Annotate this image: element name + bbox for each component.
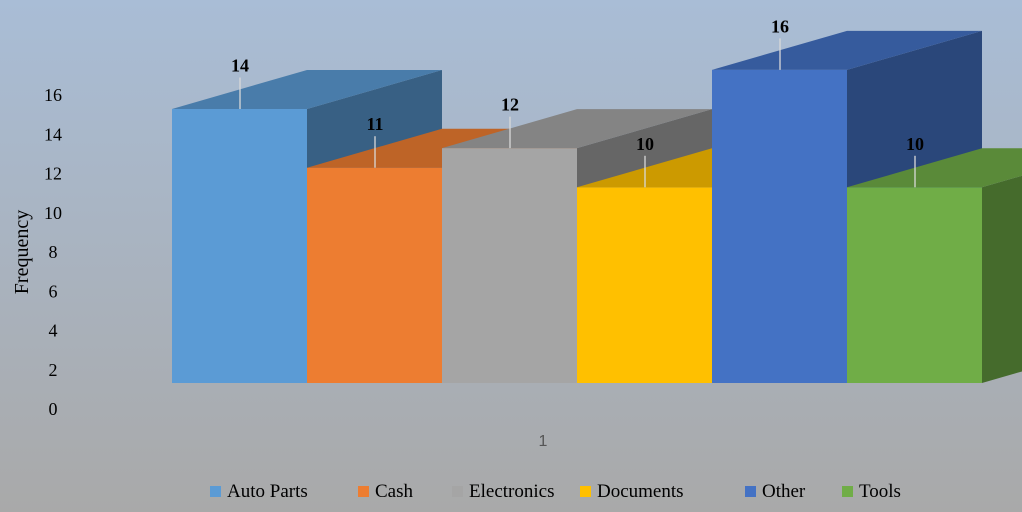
legend-label-other: Other: [762, 481, 806, 502]
bar-front-electronics: [442, 148, 577, 383]
y-tick-12: 12: [44, 164, 62, 184]
legend: Auto Parts Cash Electronics Documents Other T…: [210, 481, 901, 502]
legend-label-documents: Documents: [597, 481, 684, 502]
data-label-other: 16: [771, 16, 789, 36]
legend-label-tools: Tools: [859, 481, 901, 502]
bar-front-other: [712, 69, 847, 383]
category-label: 1: [539, 433, 548, 450]
bar-front-tools: [847, 187, 982, 383]
legend-swatch-cash: [358, 486, 369, 497]
legend-swatch-tools: [842, 486, 853, 497]
legend-label-cash: Cash: [375, 481, 414, 502]
legend-swatch-documents: [580, 486, 591, 497]
legend-swatch-electronics: [452, 486, 463, 497]
y-tick-14: 14: [44, 124, 62, 144]
y-tick-16: 16: [44, 85, 62, 105]
y-tick-2: 2: [49, 360, 58, 380]
legend-item-electronics: Electronics: [452, 481, 554, 502]
bar-front-documents: [577, 187, 712, 383]
legend-label-electronics: Electronics: [469, 481, 554, 502]
y-tick-8: 8: [49, 242, 58, 262]
y-axis-ticks: 0 2 4 6 8 10 12 14 16: [44, 85, 62, 419]
y-tick-0: 0: [49, 399, 58, 419]
y-tick-4: 4: [49, 321, 58, 341]
bar-front-auto-parts: [172, 109, 307, 383]
y-tick-10: 10: [44, 203, 62, 223]
data-label-electronics: 12: [501, 95, 519, 115]
legend-label-auto-parts: Auto Parts: [227, 481, 308, 502]
data-label-auto-parts: 14: [231, 56, 249, 76]
data-label-cash: 11: [366, 114, 383, 134]
legend-swatch-auto-parts: [210, 486, 221, 497]
data-labels: 14 11 12 10 16 10: [231, 16, 924, 188]
legend-item-tools: Tools: [842, 481, 901, 502]
legend-item-other: Other: [745, 481, 806, 502]
legend-item-auto-parts: Auto Parts: [210, 481, 308, 502]
legend-swatch-other: [745, 486, 756, 497]
bar-tools: [847, 148, 1022, 383]
y-axis-title: Frequency: [11, 210, 33, 294]
legend-item-cash: Cash: [358, 481, 414, 502]
data-label-documents: 10: [636, 134, 654, 154]
y-tick-6: 6: [49, 281, 58, 301]
bar-front-cash: [307, 167, 442, 383]
bar-side-tools: [982, 175, 1022, 383]
legend-item-documents: Documents: [580, 481, 684, 502]
data-label-tools: 10: [906, 134, 924, 154]
bar-top-tools: [847, 148, 1022, 188]
